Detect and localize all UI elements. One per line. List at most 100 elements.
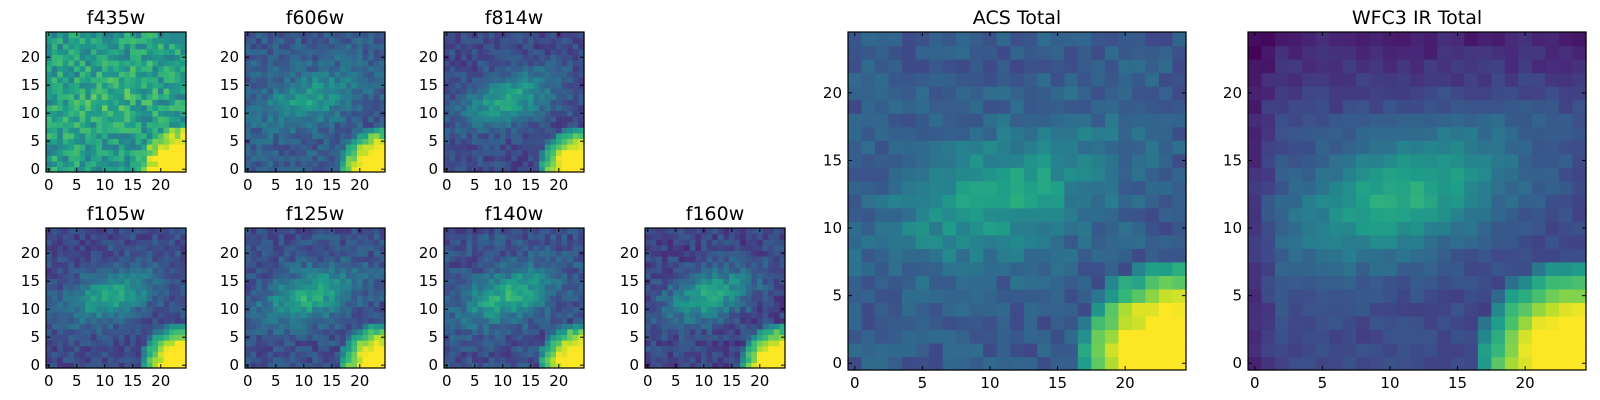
heatmap-cell: [301, 250, 308, 257]
heatmap-cell: [68, 82, 75, 89]
heatmap-cell: [477, 32, 484, 39]
heatmap-cell: [734, 345, 741, 352]
heatmap-cell: [712, 233, 719, 240]
heatmap-cell: [96, 132, 103, 139]
heatmap-cell: [723, 295, 730, 302]
heatmap-cell: [146, 250, 153, 257]
heatmap-cell: [334, 93, 341, 100]
heatmap-cell: [1091, 194, 1106, 209]
heatmap-cell: [444, 267, 451, 274]
heatmap-cell: [567, 37, 574, 44]
heatmap-cell: [118, 60, 125, 67]
heatmap-cell: [460, 340, 467, 347]
heatmap-cell: [267, 256, 274, 263]
heatmap-cell: [334, 233, 341, 240]
heatmap-cell: [449, 32, 456, 39]
heatmap-cell: [539, 340, 546, 347]
heatmap-cell: [96, 54, 103, 61]
y-tick-label: 5: [629, 328, 639, 346]
heatmap-cell: [124, 37, 131, 44]
heatmap-cell: [278, 37, 285, 44]
heatmap-cell: [379, 104, 386, 111]
heatmap-cell: [779, 340, 786, 347]
heatmap-cell: [351, 104, 358, 111]
heatmap-cell: [449, 54, 456, 61]
heatmap-cell: [915, 261, 930, 276]
heatmap-cell: [256, 312, 263, 319]
heatmap-cell: [169, 43, 176, 50]
heatmap-cell: [645, 323, 652, 330]
heatmap-cell: [85, 116, 92, 123]
heatmap-cell: [373, 43, 380, 50]
heatmap-cell: [62, 278, 69, 285]
heatmap-cell: [146, 76, 153, 83]
heatmap-cell: [334, 256, 341, 263]
heatmap-cell: [712, 267, 719, 274]
heatmap-cell: [556, 110, 563, 117]
heatmap-cell: [567, 362, 574, 369]
heatmap-cell: [483, 233, 490, 240]
heatmap-cell: [444, 76, 451, 83]
heatmap-cell: [141, 65, 148, 72]
heatmap-cell: [768, 289, 775, 296]
heatmap-cell: [57, 82, 64, 89]
heatmap-cell: [373, 345, 380, 352]
heatmap-cell: [85, 37, 92, 44]
heatmap-cell: [572, 233, 579, 240]
heatmap-cell: [1145, 315, 1160, 331]
heatmap-cell: [533, 99, 540, 106]
heatmap-cell: [340, 144, 347, 151]
heatmap-cell: [124, 54, 131, 61]
heatmap-cell: [362, 295, 369, 302]
heatmap-cell: [556, 37, 563, 44]
heatmap-cell: [312, 37, 319, 44]
heatmap-cell: [505, 48, 512, 55]
heatmap-cell: [273, 110, 280, 117]
heatmap-cell: [312, 149, 319, 156]
heatmap-cell: [567, 356, 574, 363]
heatmap-cell: [734, 261, 741, 268]
heatmap-cell: [57, 345, 64, 352]
heatmap-cell: [522, 65, 529, 72]
heatmap-cell: [650, 250, 657, 257]
heatmap-cell: [96, 37, 103, 44]
heatmap-cell: [180, 323, 187, 330]
heatmap-cell: [289, 60, 296, 67]
heatmap-cell: [701, 272, 708, 279]
heatmap-cell: [295, 289, 302, 296]
heatmap-cell: [113, 132, 120, 139]
heatmap-cell: [661, 323, 668, 330]
heatmap-cell: [256, 93, 263, 100]
heatmap-cell: [578, 71, 585, 78]
heatmap-cell: [751, 295, 758, 302]
heatmap-cell: [379, 60, 386, 67]
heatmap-cell: [345, 284, 352, 291]
heatmap-cell: [902, 221, 917, 236]
heatmap-cell: [516, 250, 523, 257]
heatmap-cell: [278, 295, 285, 302]
heatmap-cell: [174, 295, 181, 302]
heatmap-cell: [118, 340, 125, 347]
heatmap-cell: [528, 250, 535, 257]
heatmap-cell: [146, 110, 153, 117]
heatmap-cell: [118, 116, 125, 123]
heatmap-cell: [163, 267, 170, 274]
heatmap-cell: [278, 32, 285, 39]
heatmap-cell: [334, 37, 341, 44]
heatmap-cell: [261, 256, 268, 263]
heatmap-cell: [267, 60, 274, 67]
heatmap-cell: [561, 317, 568, 324]
heatmap-cell: [578, 295, 585, 302]
heatmap-cell: [444, 345, 451, 352]
heatmap-cell: [684, 244, 691, 251]
heatmap-cell: [556, 272, 563, 279]
heatmap-cell: [107, 250, 114, 257]
heatmap-cell: [329, 239, 336, 246]
heatmap-cell: [289, 284, 296, 291]
heatmap-cell: [362, 261, 369, 268]
heatmap-cell: [505, 32, 512, 39]
heatmap-cell: [74, 54, 81, 61]
heatmap-cell: [528, 138, 535, 145]
heatmap-cell: [96, 88, 103, 95]
heatmap-cell: [875, 234, 890, 249]
